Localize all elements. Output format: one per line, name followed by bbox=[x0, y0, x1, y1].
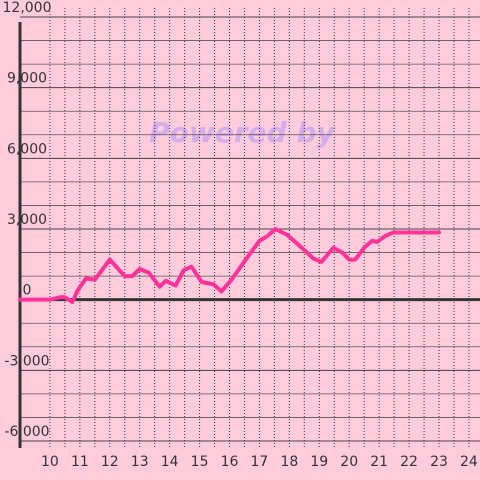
y-tick-label: -3,000 bbox=[4, 353, 49, 369]
x-tick-label: 10 bbox=[41, 454, 59, 470]
watermark: Powered by bbox=[149, 116, 336, 149]
y-tick-label: 9,000 bbox=[7, 71, 47, 87]
x-tick-label: 18 bbox=[280, 454, 298, 470]
x-tick-label: 17 bbox=[251, 454, 269, 470]
x-tick-label: 20 bbox=[340, 454, 358, 470]
x-tick-label: 22 bbox=[400, 454, 418, 470]
x-tick-label: 13 bbox=[131, 454, 149, 470]
x-tick-label: 24 bbox=[460, 454, 478, 470]
x-tick-label: 11 bbox=[71, 454, 89, 470]
x-tick-label: 15 bbox=[191, 454, 209, 470]
y-tick-label: 6,000 bbox=[7, 141, 47, 157]
x-tick-label: 23 bbox=[430, 454, 448, 470]
data-line bbox=[18, 227, 441, 305]
y-tick-label: 3,000 bbox=[7, 212, 47, 228]
x-tick-label: 19 bbox=[310, 454, 328, 470]
y-tick-label: 0 bbox=[23, 283, 32, 299]
y-tick-label: 12,000 bbox=[3, 0, 52, 16]
x-tick-label: 12 bbox=[101, 454, 119, 470]
x-tick-label: 21 bbox=[370, 454, 388, 470]
x-tick-label: 14 bbox=[161, 454, 179, 470]
y-tick-label: -6,000 bbox=[4, 424, 49, 440]
x-tick-label: 16 bbox=[221, 454, 239, 470]
